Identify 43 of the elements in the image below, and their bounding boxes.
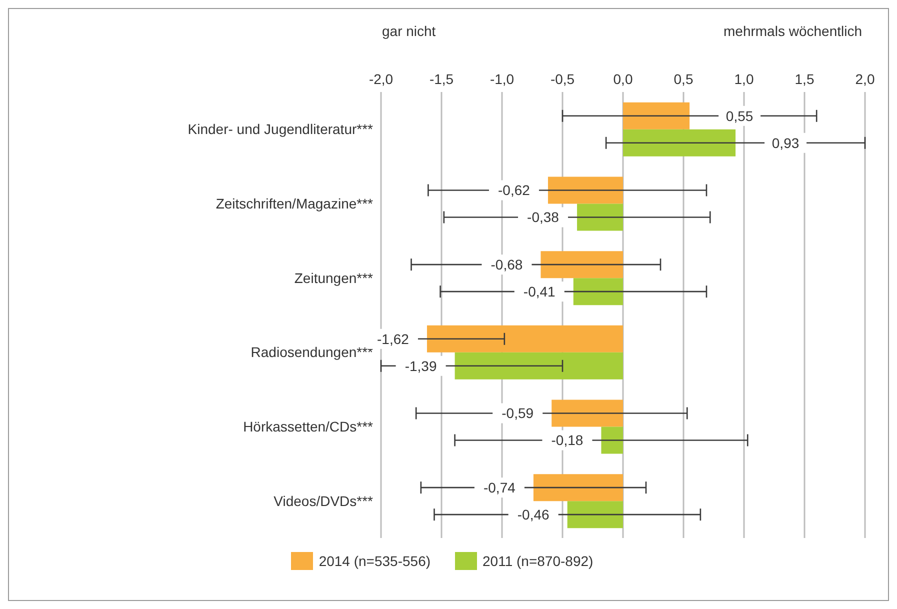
x-tick-label: -0,5 (550, 71, 575, 87)
x-tick-label: 1,5 (794, 71, 814, 87)
data-label: -0,68 (490, 256, 523, 273)
y-tick-label: Kinder- und Jugendliteratur*** (188, 121, 374, 138)
bar (552, 400, 623, 427)
bar (533, 474, 623, 502)
y-tick-label: Zeitschriften/Magazine*** (216, 195, 374, 212)
y-tick-label: Hörkassetten/CDs*** (243, 418, 374, 434)
x-tick-label: 2,0 (855, 71, 875, 87)
text: mehrmals wöchentlich (724, 23, 862, 39)
y-tick-label: Radiosendungen*** (250, 344, 374, 360)
x-tick-label: -1,0 (490, 71, 514, 87)
y-tick-label: Zeitungen*** (294, 270, 374, 286)
bar (540, 251, 623, 278)
bar (623, 102, 690, 130)
data-label: 0,55 (726, 108, 754, 124)
bar (454, 352, 623, 380)
x-tick-label: -2,0 (368, 71, 394, 87)
data-label: -0,74 (484, 480, 516, 496)
data-label: -1,39 (404, 358, 437, 374)
bar (623, 129, 736, 156)
bar (426, 325, 623, 352)
text: gar nicht (382, 23, 436, 39)
bar (601, 426, 623, 454)
bar (567, 501, 623, 528)
x-tick-label: -1,5 (429, 71, 454, 87)
x-tick-label: 0,0 (613, 71, 633, 87)
data-label: -0,62 (498, 182, 530, 198)
y-tick-label: Videos/DVDs*** (274, 492, 374, 509)
data-label: -1,62 (377, 330, 410, 347)
data-label: -0,18 (551, 432, 584, 448)
legend-label: 2014 (n=535-556) (318, 553, 431, 569)
legend-label: 2011 (n=870-892) (482, 553, 594, 569)
data-label: -0,59 (502, 405, 534, 422)
x-tick-label: 1,0 (734, 71, 754, 87)
bar (548, 176, 623, 204)
bar (573, 278, 623, 306)
data-label: -0,41 (523, 284, 556, 300)
data-label: 0,93 (772, 134, 800, 151)
data-label: -0,38 (527, 209, 560, 226)
x-tick-label: 0,5 (674, 71, 694, 87)
data-label: -0,46 (517, 506, 550, 523)
bar (577, 204, 623, 231)
